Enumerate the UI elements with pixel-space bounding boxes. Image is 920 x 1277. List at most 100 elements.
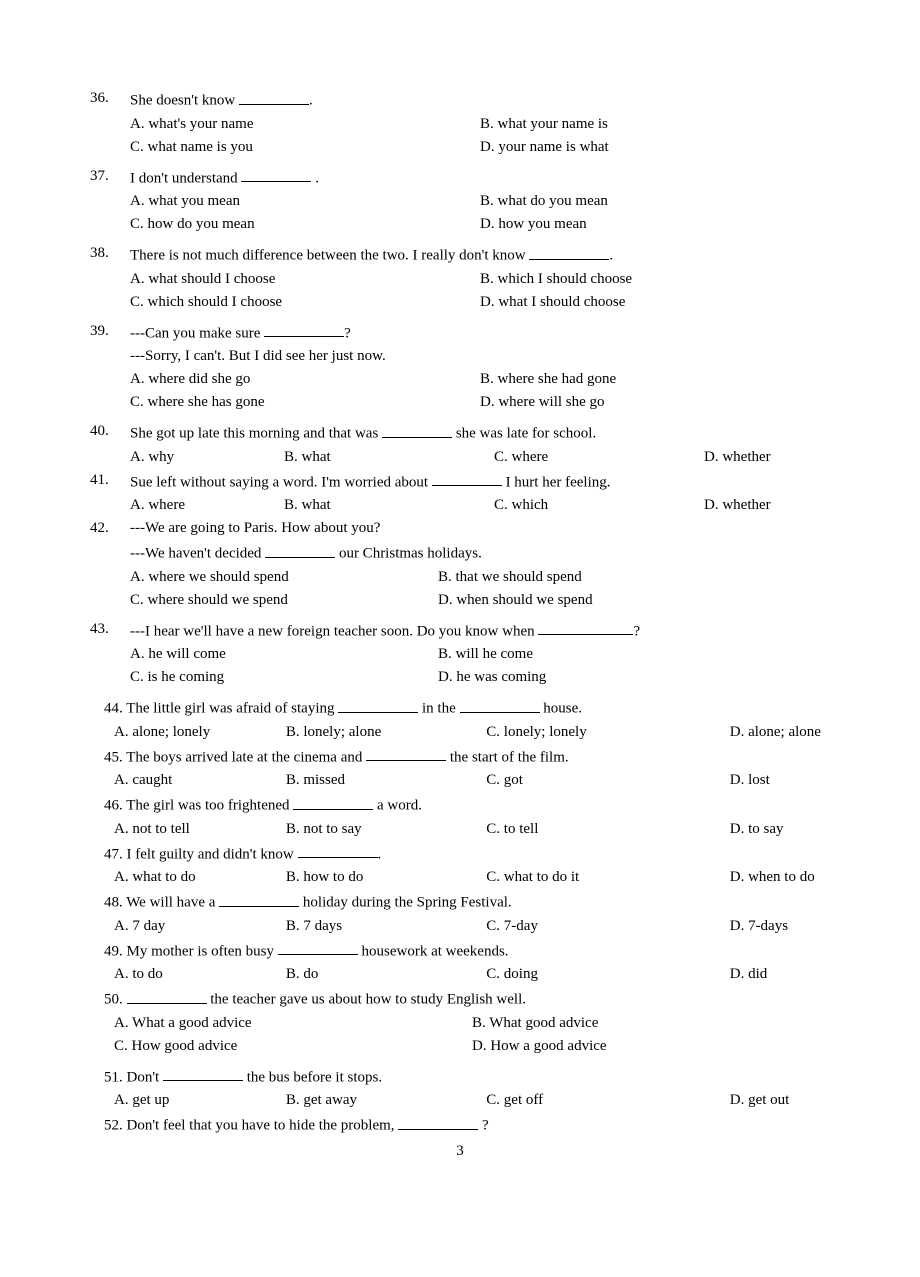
option: C. where she has gone: [130, 394, 480, 411]
option: B. what: [284, 497, 494, 514]
option: A. where did she go: [130, 371, 480, 388]
blank: [278, 941, 358, 956]
options: A. where did she goB. where she had gone…: [130, 371, 830, 417]
options: A. he will comeB. will he comeC. is he c…: [130, 646, 830, 692]
option: D. how you mean: [480, 216, 830, 233]
option: B. what do you mean: [480, 193, 830, 210]
blank: [298, 844, 378, 859]
option: B. what: [284, 449, 494, 466]
blank: [239, 90, 309, 105]
question-number: 40.: [90, 423, 130, 440]
options: A. where we should spendB. that we shoul…: [130, 569, 830, 615]
question-body: ---We are going to Paris. How about you?…: [130, 520, 830, 615]
options: A. get upB. get awayC. get offD. get out: [90, 1092, 830, 1109]
option: A. not to tell: [114, 821, 286, 838]
option: C. doing: [486, 966, 729, 983]
option: C. get off: [486, 1092, 729, 1109]
blank: [338, 698, 418, 713]
question-stem: 51. Don't the bus before it stops.: [90, 1067, 830, 1087]
option: B. which I should choose: [480, 271, 830, 288]
question-stem: I don't understand .: [130, 168, 830, 188]
option: C. which: [494, 497, 704, 514]
option: D. did: [730, 966, 830, 983]
option: B. that we should spend: [438, 569, 830, 586]
option: B. What good advice: [472, 1015, 830, 1032]
question-stem: ---We are going to Paris. How about you?: [130, 520, 830, 537]
question-stem: Sue left without saying a word. I'm worr…: [130, 472, 830, 492]
option: C. got: [486, 772, 729, 789]
question-number: 37.: [90, 168, 130, 185]
question-stem: 45. The boys arrived late at the cinema …: [90, 747, 830, 767]
option: D. How a good advice: [472, 1038, 830, 1055]
question-number: 39.: [90, 323, 130, 340]
option: A. get up: [114, 1092, 286, 1109]
option: C. is he coming: [130, 669, 438, 686]
option: D. what I should choose: [480, 294, 830, 311]
options: A. whyB. whatC. whereD. whether: [130, 449, 830, 466]
option: C. which should I choose: [130, 294, 480, 311]
options: A. alone; lonelyB. lonely; aloneC. lonel…: [90, 724, 830, 741]
blank: [293, 795, 373, 810]
question: 41.Sue left without saying a word. I'm w…: [90, 472, 830, 515]
question-stem: 46. The girl was too frightened a word.: [90, 795, 830, 815]
option: C. lonely; lonely: [486, 724, 729, 741]
option: A. 7 day: [114, 918, 286, 935]
blank: [264, 323, 344, 338]
question-body: She doesn't know .A. what's your nameB. …: [130, 90, 830, 162]
blank: [432, 472, 502, 487]
option: B. will he come: [438, 646, 830, 663]
option: C. what to do it: [486, 869, 729, 886]
question: 38.There is not much difference between …: [90, 245, 830, 317]
option: C. what name is you: [130, 139, 480, 156]
question-body: I don't understand . A. what you meanB. w…: [130, 168, 830, 240]
option: D. your name is what: [480, 139, 830, 156]
option: B. not to say: [286, 821, 486, 838]
worksheet-page: 36.She doesn't know .A. what's your name…: [0, 0, 920, 1190]
question-stem: 49. My mother is often busy housework at…: [90, 941, 830, 961]
question-body: Sue left without saying a word. I'm worr…: [130, 472, 830, 515]
question: 40.She got up late this morning and that…: [90, 423, 830, 466]
question-number: 41.: [90, 472, 130, 489]
question-stem: There is not much difference between the…: [130, 245, 830, 265]
question: 39.---Can you make sure ?---Sorry, I can…: [90, 323, 830, 418]
question-stem: She got up late this morning and that wa…: [130, 423, 830, 443]
option: A. alone; lonely: [114, 724, 286, 741]
option: B. what your name is: [480, 116, 830, 133]
option: B. lonely; alone: [286, 724, 486, 741]
option: C. How good advice: [114, 1038, 472, 1055]
option: D. when to do: [730, 869, 830, 886]
options: A. not to tellB. not to sayC. to tellD. …: [90, 821, 830, 838]
page-number: 3: [90, 1143, 830, 1160]
option: A. caught: [114, 772, 286, 789]
options: A. to doB. doC. doingD. did: [90, 966, 830, 983]
option: A. what should I choose: [130, 271, 480, 288]
options: A. What a good adviceB. What good advice…: [90, 1015, 830, 1061]
blank: [460, 698, 540, 713]
blank: [382, 423, 452, 438]
option: A. where we should spend: [130, 569, 438, 586]
option: C. how do you mean: [130, 216, 480, 233]
option: B. missed: [286, 772, 486, 789]
options: A. 7 dayB. 7 daysC. 7-dayD. 7-days: [90, 918, 830, 935]
options: A. what you meanB. what do you meanC. ho…: [130, 193, 830, 239]
option: B. do: [286, 966, 486, 983]
option: A. What a good advice: [114, 1015, 472, 1032]
question-stem: She doesn't know .: [130, 90, 830, 110]
option: A. to do: [114, 966, 286, 983]
option: D. whether: [704, 497, 830, 514]
options: A. caughtB. missedC. gotD. lost: [90, 772, 830, 789]
option: D. to say: [730, 821, 830, 838]
question-number: 42.: [90, 520, 130, 537]
options: A. what to doB. how to doC. what to do i…: [90, 869, 830, 886]
question-stem-line2: ---We haven't decided our Christmas holi…: [130, 543, 830, 563]
blank: [529, 245, 609, 260]
question-stem: 50. the teacher gave us about how to stu…: [90, 989, 830, 1009]
question-stem-line2: ---Sorry, I can't. But I did see her jus…: [130, 348, 830, 365]
question: 36.She doesn't know .A. what's your name…: [90, 90, 830, 162]
option: B. how to do: [286, 869, 486, 886]
question-stem: ---I hear we'll have a new foreign teach…: [130, 621, 830, 641]
option: A. he will come: [130, 646, 438, 663]
question-body: There is not much difference between the…: [130, 245, 830, 317]
question-number: 43.: [90, 621, 130, 638]
blank: [398, 1115, 478, 1130]
